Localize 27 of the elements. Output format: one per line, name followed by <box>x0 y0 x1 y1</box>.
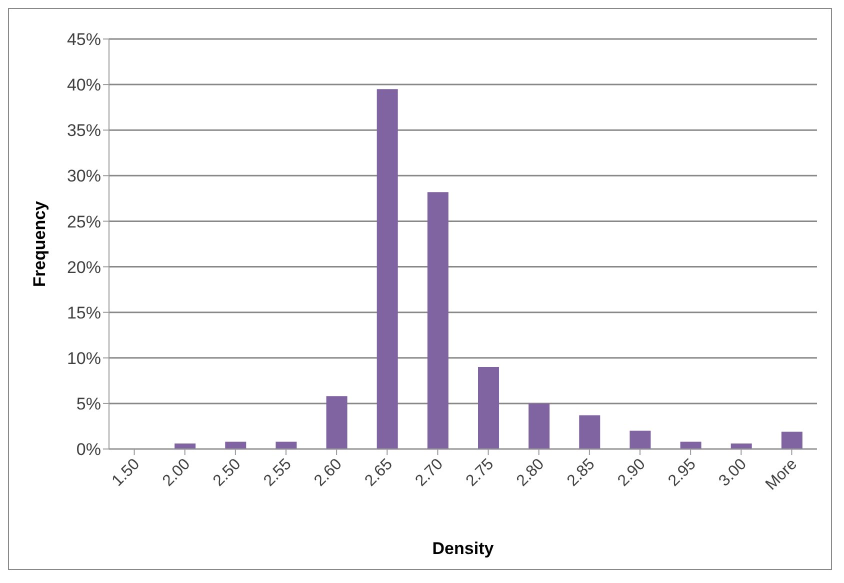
bar <box>781 432 802 449</box>
y-tick-label: 15% <box>66 303 101 322</box>
bar <box>174 444 196 449</box>
bar <box>376 89 398 449</box>
bar <box>478 367 499 449</box>
y-tick-label: 35% <box>66 121 101 140</box>
y-axis-title: Frequency <box>30 200 50 287</box>
y-tick-label: 30% <box>66 166 101 186</box>
bar <box>326 396 348 449</box>
bar <box>730 444 752 449</box>
bar <box>630 430 651 449</box>
bar <box>276 442 297 449</box>
y-tick-label: 40% <box>66 76 101 95</box>
y-tick-label: 45% <box>66 30 101 50</box>
bar <box>225 442 246 449</box>
bar <box>579 415 600 449</box>
y-tick-label: 20% <box>66 258 101 277</box>
y-tick-label: 0% <box>76 440 101 460</box>
x-axis-title: Density <box>432 539 494 558</box>
x-tick-label: 1.50 <box>109 456 144 490</box>
bar <box>528 403 550 449</box>
y-tick-label: 25% <box>66 212 101 232</box>
y-tick-label: 10% <box>66 348 101 368</box>
x-tick-label: 3.00 <box>716 456 750 490</box>
bar <box>680 442 702 449</box>
y-tick-label: 5% <box>76 394 101 414</box>
bar <box>427 192 448 449</box>
